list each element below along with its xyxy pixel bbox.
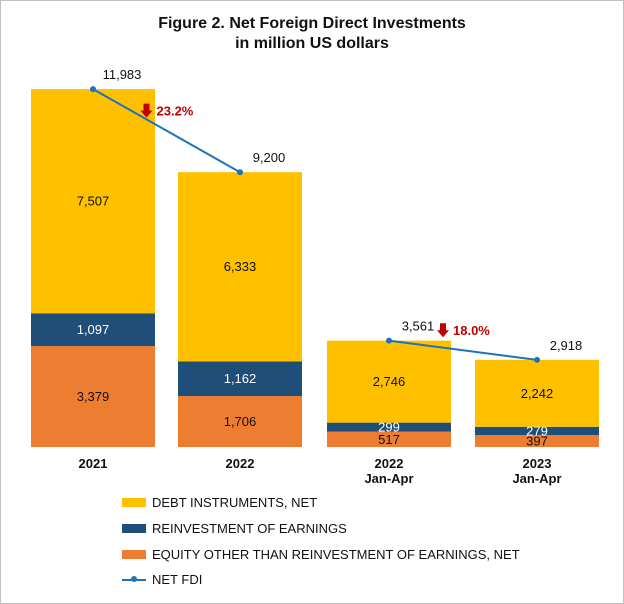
x-tick-label-2: 2022 bbox=[375, 456, 404, 471]
bar-segment-equity-3 bbox=[475, 435, 599, 447]
x-tick-sublabel-3: Jan-Apr bbox=[512, 471, 561, 486]
legend-label-reinvestment: REINVESTMENT OF EARNINGS bbox=[152, 521, 347, 536]
net-fdi-point-0 bbox=[90, 86, 96, 93]
bar-segment-reinvestment-2 bbox=[327, 422, 451, 432]
net-fdi-point-3 bbox=[534, 356, 540, 363]
data-label-equity-2: 517 bbox=[378, 432, 400, 447]
data-label-reinvestment-2: 299 bbox=[378, 420, 400, 435]
bar-segment-debt-1 bbox=[178, 172, 302, 362]
net-fdi-label-0: 11,983 bbox=[103, 67, 142, 82]
data-label-equity-3: 397 bbox=[526, 434, 548, 449]
bar-segment-debt-0 bbox=[31, 89, 155, 314]
legend-marker-net-fdi bbox=[131, 576, 137, 582]
legend-swatch-reinvestment bbox=[122, 524, 146, 533]
data-label-reinvestment-1: 1,162 bbox=[224, 371, 257, 386]
bar-segment-reinvestment-3 bbox=[475, 426, 599, 436]
data-label-debt-3: 2,242 bbox=[521, 386, 554, 401]
legend-swatch-debt bbox=[122, 498, 146, 507]
legend-label-net-fdi: NET FDI bbox=[152, 572, 203, 587]
bar-segment-reinvestment-1 bbox=[178, 361, 302, 397]
chart-title-line2: in million US dollars bbox=[235, 35, 389, 52]
legend-item-equity: EQUITY OTHER THAN REINVESTMENT OF EARNIN… bbox=[122, 546, 602, 566]
legend-item-debt: DEBT INSTRUMENTS, NET bbox=[122, 494, 602, 514]
legend-label-debt: DEBT INSTRUMENTS, NET bbox=[152, 495, 318, 510]
legend-item-net-fdi: NET FDI bbox=[122, 571, 602, 591]
decline-annotation-0: 23.2% bbox=[157, 104, 194, 119]
x-tick-label-1: 2022 bbox=[226, 456, 255, 471]
data-label-debt-1: 6,333 bbox=[224, 259, 257, 274]
net-fdi-point-1 bbox=[237, 169, 243, 176]
decline-arrow-icon-1 bbox=[437, 323, 449, 338]
data-label-equity-1: 1,706 bbox=[224, 414, 257, 429]
data-label-reinvestment-0: 1,097 bbox=[77, 322, 110, 337]
net-fdi-label-1: 9,200 bbox=[253, 150, 286, 165]
bar-segment-reinvestment-0 bbox=[31, 313, 155, 347]
x-tick-sublabel-2: Jan-Apr bbox=[364, 471, 413, 486]
decline-arrow-icon-0 bbox=[140, 103, 153, 118]
net-fdi-point-2 bbox=[386, 337, 392, 344]
legend-item-reinvestment: REINVESTMENT OF EARNINGS bbox=[122, 520, 602, 540]
net-fdi-label-3: 2,918 bbox=[550, 338, 583, 353]
x-tick-label-0: 2021 bbox=[79, 456, 108, 471]
legend-swatch-equity bbox=[122, 550, 146, 559]
net-fdi-line-segment-2 bbox=[388, 339, 538, 361]
x-tick-label-3: 2023 bbox=[523, 456, 552, 471]
bar-segment-debt-2 bbox=[327, 340, 451, 423]
data-label-equity-0: 3,379 bbox=[77, 389, 110, 404]
data-label-reinvestment-3: 279 bbox=[526, 423, 548, 438]
legend-label-equity: EQUITY OTHER THAN REINVESTMENT OF EARNIN… bbox=[152, 547, 520, 562]
decline-annotation-1: 18.0% bbox=[453, 323, 490, 338]
bar-segment-debt-3 bbox=[475, 359, 599, 427]
bar-segment-equity-0 bbox=[31, 346, 155, 447]
net-fdi-label-2: 3,561 bbox=[402, 319, 435, 334]
data-label-debt-2: 2,746 bbox=[373, 374, 406, 389]
fdi-stacked-bar-chart: 3,379 1,097 7,507 2021 1,706 1,162 6,333 2022 51… bbox=[31, 67, 599, 486]
bar-segment-equity-2 bbox=[327, 431, 451, 447]
net-fdi-line-segment-0 bbox=[92, 88, 241, 174]
chart-title-line1: Figure 2. Net Foreign Direct Investments bbox=[158, 15, 466, 32]
data-label-debt-0: 7,507 bbox=[77, 194, 110, 209]
bar-segment-equity-1 bbox=[178, 396, 302, 447]
